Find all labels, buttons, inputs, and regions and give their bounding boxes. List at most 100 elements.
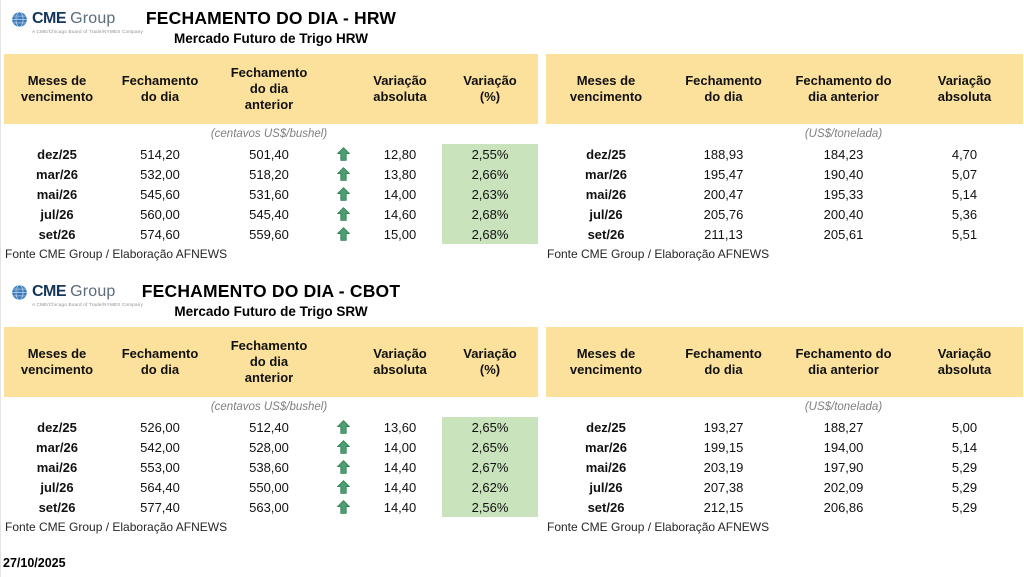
section-header: FECHAMENTO DO DIA - CBOT Mercado Futuro … [1,279,561,327]
month-cell: mar/26 [36,439,78,455]
direction-cell [328,224,358,244]
month-cell: dez/25 [586,419,626,435]
logo-cme-text: CME [32,10,67,27]
close-cell: 195,47 [703,166,744,182]
abs-change-cell: 5,29 [951,499,978,515]
up-arrow-icon [336,187,350,202]
close-cell: 553,00 [140,459,180,475]
close-cell: 211,13 [704,226,743,242]
month-cell: mai/26 [36,459,78,475]
table-row: mai/26 200,47 195,33 5,14 [546,184,1023,204]
direction-cell [328,184,358,204]
prev-close-cell: 563,00 [249,499,289,515]
month-cell: jul/26 [40,479,74,495]
unit-label: (centavos US$/bushel) [210,128,328,140]
prev-close-cell: 200,40 [823,206,864,222]
section-cbot: FECHAMENTO DO DIA - CBOT Mercado Futuro … [1,279,1024,534]
col-header-months: Meses de vencimento [4,54,110,124]
month-cell: set/26 [38,499,76,515]
prev-close-cell: 197,90 [823,459,864,475]
globe-icon [12,11,27,27]
month-cell: jul/26 [589,479,623,495]
logo-group-text: Group [70,283,116,300]
prev-close-cell: 512,40 [249,419,289,435]
table-row: mai/26 203,19 197,90 5,29 [546,457,1023,477]
month-cell: mai/26 [36,186,78,202]
up-arrow-icon [336,460,350,475]
logo-tagline: A CME/Chicago Board of Trade/NYMEX Compa… [32,302,144,307]
prev-close-cell: 518,20 [249,166,289,182]
pct-change-cell: 2,56% [442,497,538,517]
source-note: Fonte CME Group / Elaboração AFNEWS [5,520,228,534]
up-arrow-icon [336,420,350,435]
up-arrow-icon [336,440,350,455]
abs-change-cell: 5,14 [951,186,978,202]
month-cell: dez/25 [37,419,77,435]
month-cell: mai/26 [585,459,627,475]
col-header-prev-close: Fechamento do dia anterior [210,54,328,124]
table-row: set/26 577,40 563,00 14,40 2,56% [4,497,538,517]
col-header-prev-close: Fechamento do dia anterior [781,327,906,397]
col-header-spacer [328,327,358,397]
month-cell: set/26 [587,226,625,242]
section-titles: FECHAMENTO DO DIA - HRW Mercado Futuro d… [1,8,541,46]
table-row: dez/25 193,27 188,27 5,00 [546,417,1023,437]
col-header-close: Fechamento do dia [110,54,210,124]
abs-change-cell: 5,14 [951,439,978,455]
cbot-bushel-table: Meses de vencimento Fechamento do dia Fe… [4,327,538,534]
abs-change-cell: 14,40 [383,459,417,475]
col-header-close: Fechamento do dia [666,327,781,397]
month-cell: dez/25 [586,146,626,162]
table-row: mar/26 195,47 190,40 5,07 [546,164,1023,184]
prev-close-cell: 550,00 [249,479,289,495]
up-arrow-icon [336,167,350,182]
abs-change-cell: 13,80 [383,166,417,182]
table-row: jul/26 560,00 545,40 14,60 2,68% [4,204,538,224]
close-cell: 205,76 [703,206,744,222]
unit-label: (US$/tonelada) [804,128,883,140]
close-cell: 532,00 [140,166,180,182]
hrw-bushel-table: Meses de vencimento Fechamento do dia Fe… [4,54,538,261]
col-header-months: Meses de vencimento [546,327,666,397]
section-header: FECHAMENTO DO DIA - HRW Mercado Futuro d… [1,6,561,54]
abs-change-cell: 14,00 [383,439,417,455]
close-cell: 188,93 [703,146,744,162]
abs-change-cell: 14,60 [383,206,417,222]
pct-change-cell: 2,68% [442,224,538,244]
col-header-months: Meses de vencimento [546,54,666,124]
prev-close-cell: 205,61 [823,226,864,242]
abs-change-cell: 13,60 [383,419,417,435]
direction-cell [328,204,358,224]
month-cell: mar/26 [585,439,627,455]
header-row: Meses de vencimento Fechamento do dia Fe… [546,327,1023,397]
close-cell: 203,19 [703,459,744,475]
col-header-months: Meses de vencimento [4,327,110,397]
direction-cell [328,164,358,184]
unit-label: (US$/tonelada) [804,401,883,413]
abs-change-cell: 4,70 [951,146,978,162]
abs-change-cell: 14,00 [383,186,417,202]
month-cell: set/26 [38,226,76,242]
prev-close-cell: 538,60 [249,459,289,475]
table-row: dez/25 188,93 184,23 4,70 [546,144,1023,164]
month-cell: mar/26 [585,166,627,182]
prev-close-cell: 184,23 [823,146,864,162]
header-row: Meses de vencimento Fechamento do dia Fe… [4,54,538,124]
pct-change-cell: 2,66% [442,164,538,184]
prev-close-cell: 188,27 [823,419,864,435]
abs-change-cell: 5,29 [951,479,978,495]
pct-change-cell: 2,65% [442,417,538,437]
month-cell: dez/25 [37,146,77,162]
table-row: mar/26 532,00 518,20 13,80 2,66% [4,164,538,184]
globe-icon [12,284,27,300]
prev-close-cell: 501,40 [249,146,289,162]
close-cell: 207,38 [703,479,744,495]
prev-close-cell: 531,60 [249,186,289,202]
logo-group-text: Group [70,10,116,27]
month-cell: set/26 [587,499,625,515]
table-row: jul/26 205,76 200,40 5,36 [546,204,1023,224]
close-cell: 526,00 [140,419,180,435]
table-row: set/26 211,13 205,61 5,51 [546,224,1023,244]
up-arrow-icon [336,207,350,222]
table-row: dez/25 526,00 512,40 13,60 2,65% [4,417,538,437]
